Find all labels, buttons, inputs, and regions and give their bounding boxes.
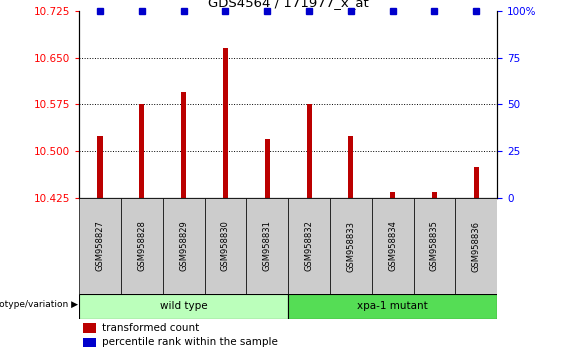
Bar — [288, 198, 330, 294]
Text: GSM958835: GSM958835 — [430, 221, 439, 272]
Bar — [163, 198, 205, 294]
Text: GSM958833: GSM958833 — [346, 221, 355, 272]
Bar — [390, 192, 395, 198]
Bar — [205, 198, 246, 294]
Bar — [432, 192, 437, 198]
Bar — [414, 198, 455, 294]
Bar — [140, 104, 144, 198]
Bar — [181, 92, 186, 198]
Text: wild type: wild type — [160, 301, 207, 311]
Bar — [307, 104, 311, 198]
Bar — [223, 48, 228, 198]
Bar — [330, 198, 372, 294]
Text: transformed count: transformed count — [102, 323, 199, 333]
Text: genotype/variation ▶: genotype/variation ▶ — [0, 300, 77, 309]
Text: xpa-1 mutant: xpa-1 mutant — [357, 301, 428, 311]
Bar — [349, 136, 353, 198]
Text: GSM958832: GSM958832 — [305, 221, 314, 272]
Bar — [474, 167, 479, 198]
Text: GSM958834: GSM958834 — [388, 221, 397, 272]
Bar — [98, 136, 102, 198]
Bar — [79, 294, 288, 319]
Text: GSM958828: GSM958828 — [137, 221, 146, 272]
Bar — [79, 198, 121, 294]
Bar — [83, 338, 96, 347]
Bar — [288, 294, 497, 319]
Bar — [121, 198, 163, 294]
Text: percentile rank within the sample: percentile rank within the sample — [102, 337, 278, 348]
Bar — [372, 198, 414, 294]
Text: GSM958830: GSM958830 — [221, 221, 230, 272]
Bar — [83, 324, 96, 333]
Text: GSM958827: GSM958827 — [95, 221, 105, 272]
Bar — [455, 198, 497, 294]
Title: GDS4564 / 171977_x_at: GDS4564 / 171977_x_at — [208, 0, 368, 10]
Text: GSM958831: GSM958831 — [263, 221, 272, 272]
Bar — [246, 198, 288, 294]
Bar — [265, 139, 270, 198]
Text: GSM958836: GSM958836 — [472, 221, 481, 272]
Text: GSM958829: GSM958829 — [179, 221, 188, 272]
